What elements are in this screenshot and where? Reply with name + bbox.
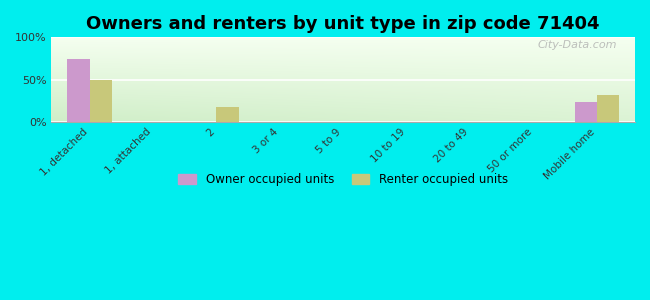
Bar bbox=[575, 101, 597, 122]
Legend: Owner occupied units, Renter occupied units: Owner occupied units, Renter occupied un… bbox=[174, 168, 513, 191]
Bar bbox=[597, 95, 619, 122]
Title: Owners and renters by unit type in zip code 71404: Owners and renters by unit type in zip c… bbox=[86, 15, 600, 33]
Bar bbox=[68, 59, 90, 122]
Bar bbox=[90, 80, 112, 122]
Text: City-Data.com: City-Data.com bbox=[538, 40, 617, 50]
Bar bbox=[216, 106, 239, 122]
